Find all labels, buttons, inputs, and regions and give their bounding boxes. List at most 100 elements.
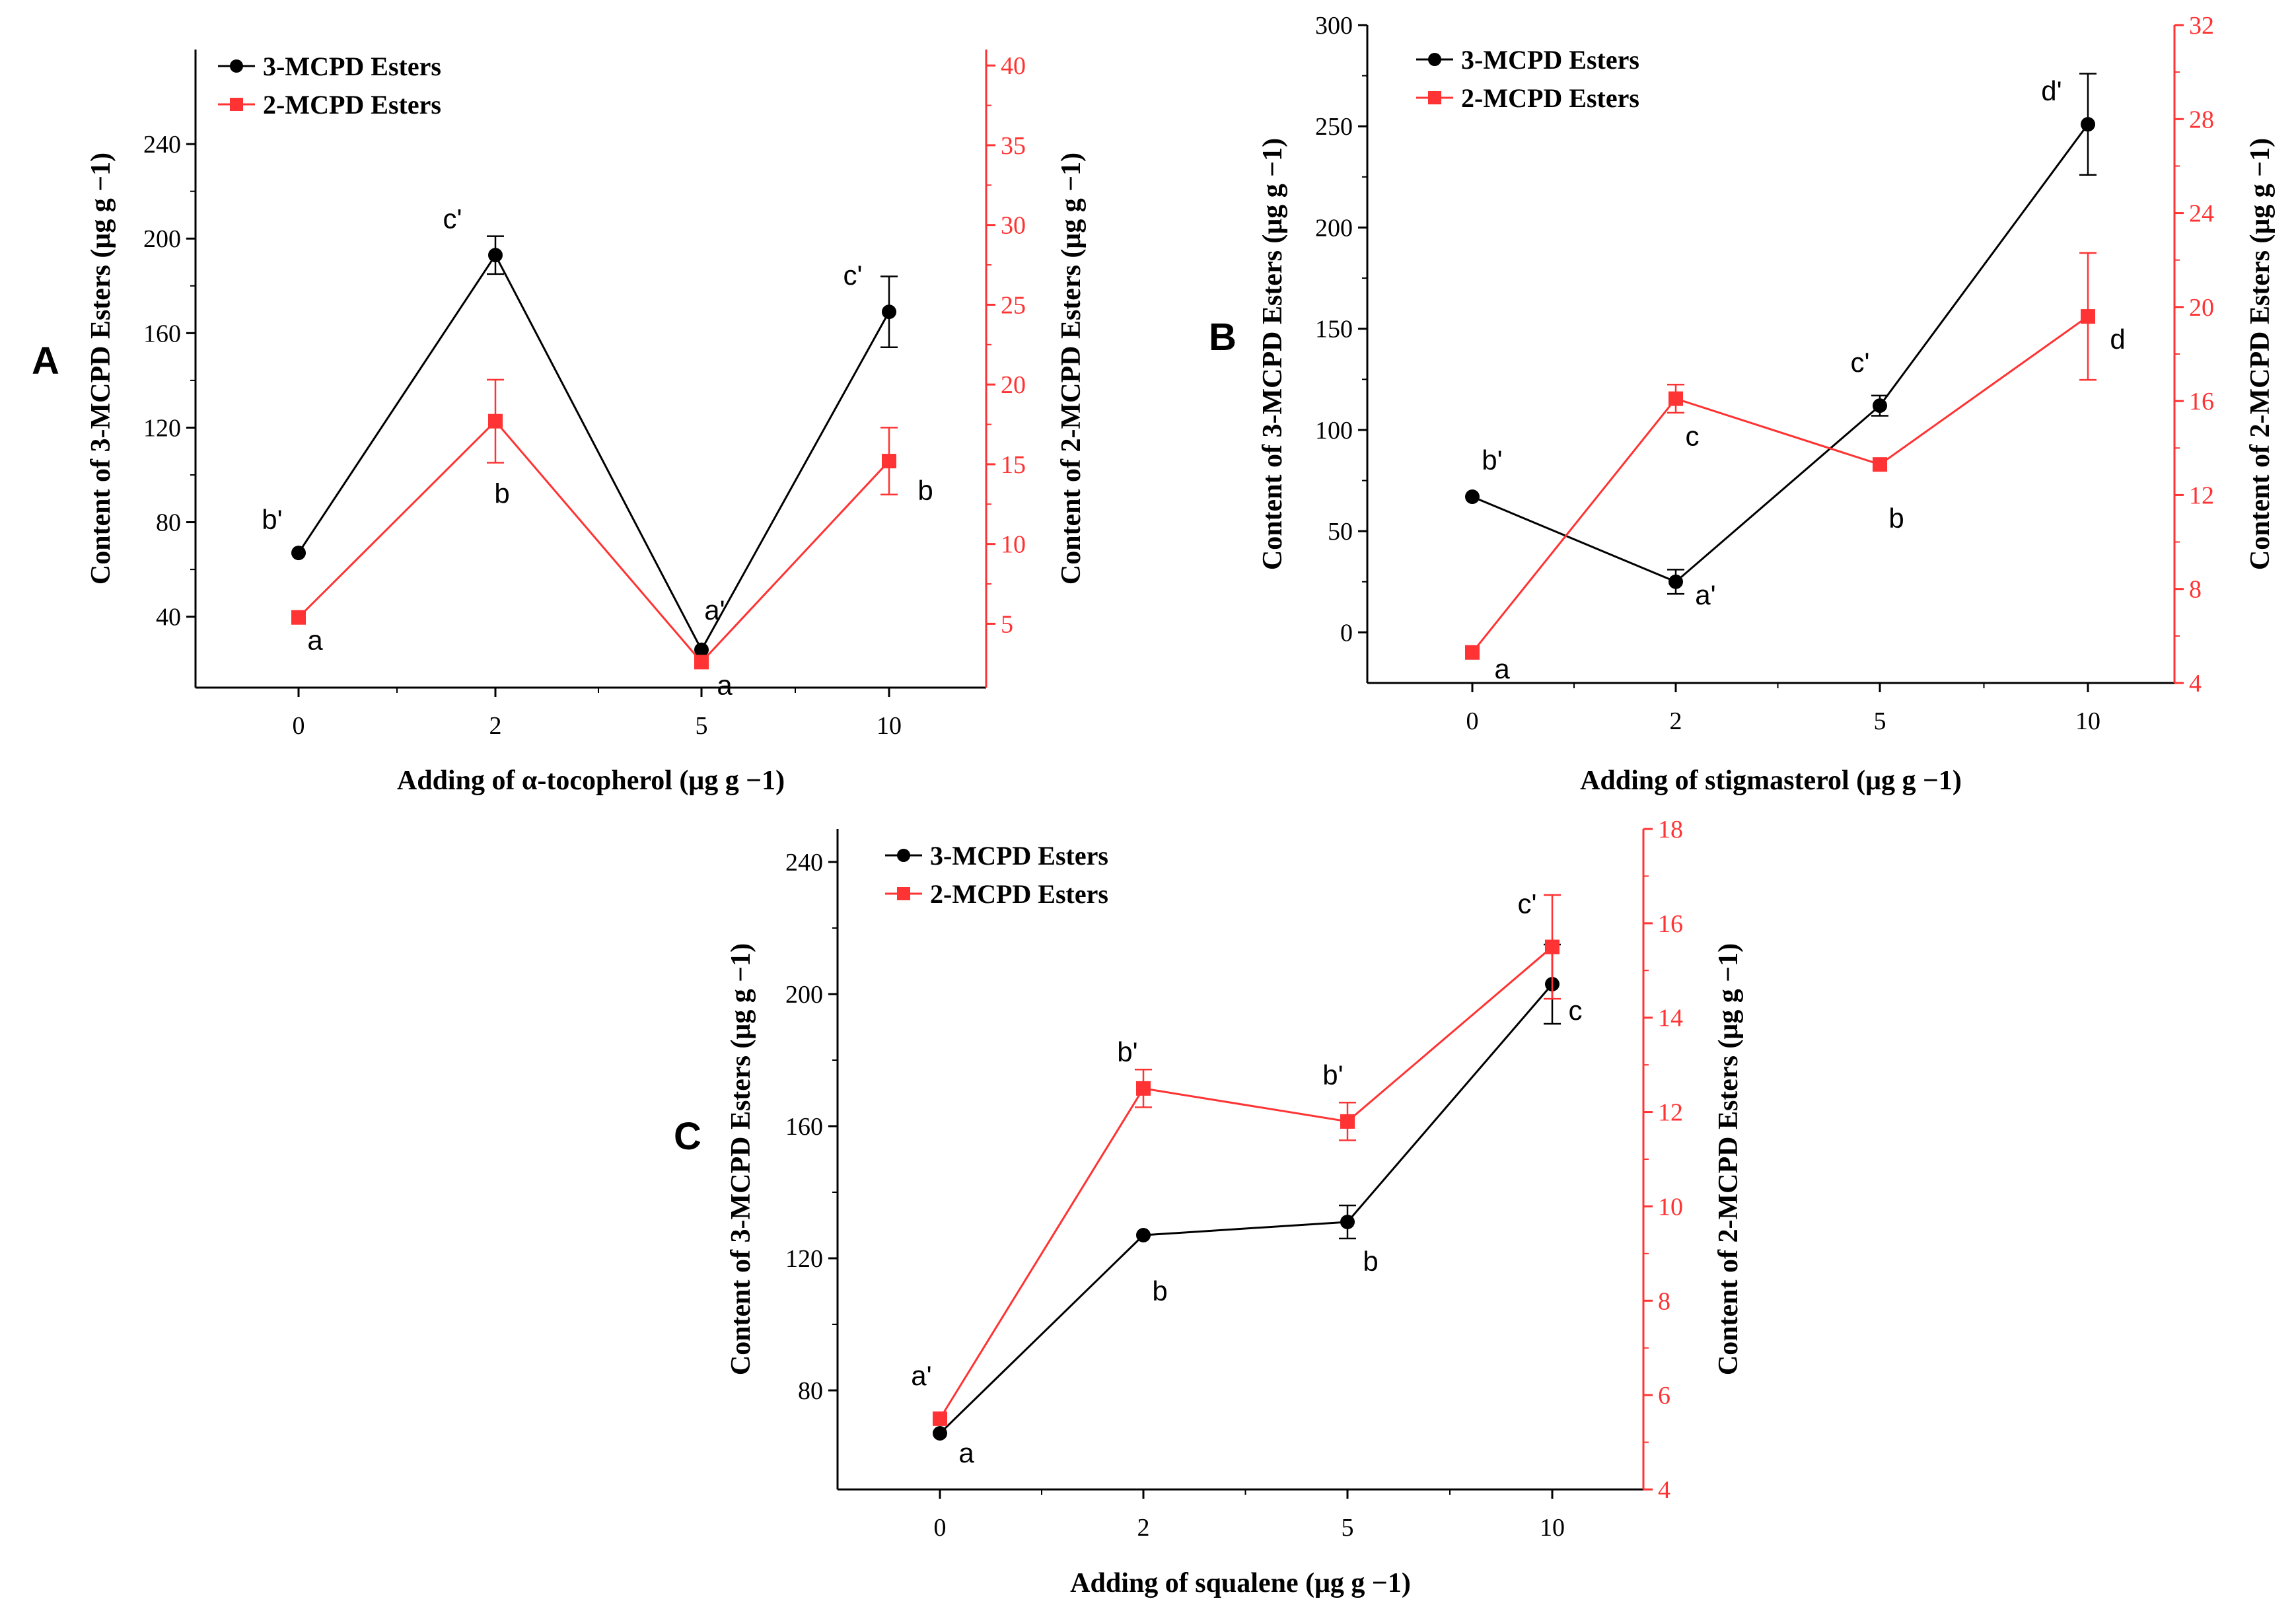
data-point (1873, 398, 1887, 413)
y2-tick-label: 20 (1001, 371, 1026, 399)
y2-tick-label: 4 (2189, 670, 2202, 698)
y-tick-label: 80 (798, 1377, 823, 1405)
y-tick-label: 240 (143, 131, 181, 159)
series-line-3mcpd (1472, 124, 2089, 583)
significance-label: c (1686, 421, 1700, 452)
significance-label: d' (2041, 75, 2062, 106)
legend-marker (897, 849, 910, 862)
data-point (1545, 939, 1560, 954)
significance-label: b (917, 475, 933, 506)
legend-label: 2-MCPD Esters (930, 879, 1108, 909)
data-point (2081, 309, 2095, 324)
x-tick-label: 0 (1466, 707, 1479, 735)
y2-tick-label: 15 (1001, 451, 1026, 479)
y2-axis-title: Content of 2-MCPD Esters (μg g −1) (1056, 153, 1087, 585)
data-point (1873, 457, 1887, 472)
data-point (291, 546, 306, 561)
significance-label: a' (1695, 579, 1715, 610)
y2-tick-label: 25 (1001, 291, 1026, 319)
y2-tick-label: 10 (1658, 1193, 1683, 1221)
data-point (488, 413, 503, 429)
significance-label: b (1152, 1275, 1167, 1307)
series-line-2mcpd (297, 419, 890, 664)
y-tick-label: 240 (785, 849, 823, 877)
y-tick-label: 120 (143, 414, 181, 442)
legend-marker (897, 887, 910, 900)
significance-label: b (494, 478, 509, 509)
significance-label: a (1494, 653, 1510, 684)
y-tick-label: 50 (1328, 518, 1353, 546)
significance-label: a (958, 1437, 974, 1468)
y-tick-label: 160 (785, 1113, 823, 1141)
legend-label: 2-MCPD Esters (1461, 83, 1639, 113)
legend-marker (230, 59, 243, 73)
y-tick-label: 120 (785, 1245, 823, 1273)
y2-tick-label: 8 (2189, 576, 2202, 604)
x-tick-label: 10 (2075, 707, 2100, 735)
significance-label: d (2110, 324, 2125, 355)
y2-tick-label: 5 (1001, 610, 1013, 638)
panel-letter: A (32, 340, 59, 382)
significance-label: a' (911, 1360, 931, 1391)
x-tick-label: 2 (1670, 707, 1682, 735)
y2-tick-label: 28 (2189, 106, 2214, 133)
x-axis-title: Adding of α-tocopherol (μg g −1) (397, 766, 785, 796)
y-tick-label: 300 (1315, 12, 1353, 40)
x-tick-label: 2 (1137, 1514, 1150, 1542)
series-line-2mcpd (1471, 315, 2089, 653)
data-point (1136, 1081, 1151, 1096)
data-point (2081, 117, 2095, 132)
y2-tick-label: 16 (2189, 388, 2214, 415)
y2-tick-label: 18 (1658, 816, 1683, 843)
data-point (933, 1426, 947, 1441)
y2-tick-label: 12 (2189, 482, 2214, 509)
y-tick-label: 160 (143, 320, 181, 347)
data-point (1668, 391, 1683, 406)
x-tick-label: 0 (934, 1514, 947, 1542)
y-axis-title: Content of 3-MCPD Esters (μg g −1) (86, 153, 116, 585)
x-axis-title: Adding of squalene (μg g −1) (1070, 1568, 1411, 1598)
legend-label: 3-MCPD Esters (1461, 45, 1639, 75)
data-point (694, 655, 709, 670)
y-tick-label: 250 (1315, 113, 1353, 141)
legend-marker (1428, 91, 1441, 104)
significance-label: a' (704, 594, 725, 626)
chart-panel-c: C 80 120 160 200 240 4 6 8 10 12 14 16 18 0 2 5 10 Adding … (674, 816, 1744, 1598)
legend-label: 2-MCPD Esters (263, 90, 441, 120)
significance-label: c' (443, 203, 462, 234)
significance-label: b' (1322, 1059, 1343, 1091)
y2-tick-label: 4 (1658, 1476, 1670, 1504)
significance-label: b (1363, 1246, 1378, 1277)
data-point (1340, 1215, 1355, 1229)
series-line-2mcpd (939, 946, 1553, 1419)
y2-axis-title: Content of 2-MCPD Esters (μg g −1) (1713, 943, 1744, 1375)
significance-label: b' (1117, 1036, 1137, 1067)
y2-tick-label: 40 (1001, 52, 1026, 80)
y-tick-label: 200 (143, 225, 181, 253)
data-point (1136, 1228, 1151, 1242)
x-tick-label: 2 (489, 712, 502, 740)
x-tick-label: 5 (1874, 707, 1886, 735)
y-tick-label: 0 (1340, 619, 1353, 647)
y-tick-label: 100 (1315, 417, 1353, 445)
x-tick-label: 0 (293, 712, 305, 740)
series-line-3mcpd (297, 253, 890, 652)
y2-tick-label: 6 (1658, 1382, 1670, 1410)
significance-label: c' (1517, 888, 1536, 919)
x-tick-label: 5 (696, 712, 708, 740)
y-tick-label: 200 (785, 981, 823, 1009)
data-point (1340, 1114, 1355, 1129)
chart-panel-b: B 0 50 100 150 200 250 300 4 8 12 16 20 24 28 32 0 2 5 10 Ad… (1209, 12, 2276, 796)
data-point (694, 642, 709, 657)
y-tick-label: 80 (156, 509, 181, 537)
y2-tick-label: 16 (1658, 910, 1683, 938)
y2-axis-title: Content of 2-MCPD Esters (μg g −1) (2245, 138, 2276, 570)
data-point (488, 248, 503, 263)
significance-label: c' (1850, 347, 1869, 378)
data-point (1668, 574, 1683, 589)
y-axis-title: Content of 3-MCPD Esters (μg g −1) (726, 943, 756, 1375)
y-axis-title: Content of 3-MCPD Esters (μg g −1) (1258, 138, 1288, 570)
y2-tick-label: 24 (2189, 200, 2214, 228)
data-point (1465, 489, 1480, 505)
